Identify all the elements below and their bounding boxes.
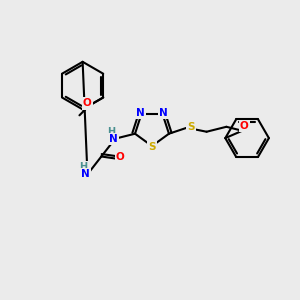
Text: N: N bbox=[159, 108, 168, 118]
Text: N: N bbox=[81, 169, 90, 179]
Text: O: O bbox=[83, 98, 92, 108]
Text: O: O bbox=[240, 121, 249, 131]
Text: S: S bbox=[187, 122, 194, 132]
Text: O: O bbox=[116, 152, 124, 163]
Text: N: N bbox=[136, 108, 145, 118]
Text: H: H bbox=[107, 127, 115, 137]
Text: H: H bbox=[80, 162, 88, 172]
Text: S: S bbox=[148, 142, 156, 152]
Text: N: N bbox=[109, 134, 118, 144]
